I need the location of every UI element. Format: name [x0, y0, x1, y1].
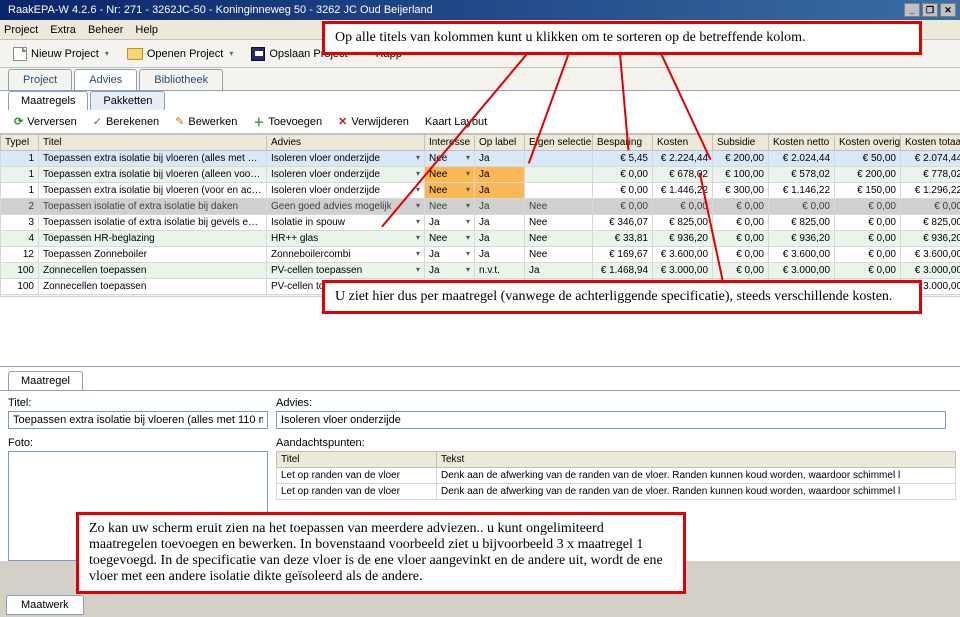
column-header[interactable]: Advies: [267, 135, 425, 151]
refresh-icon: ⟳: [14, 115, 23, 128]
tab-pakketten[interactable]: Pakketten: [90, 91, 165, 110]
table-row[interactable]: 1 Toepassen extra isolatie bij vloeren (…: [1, 167, 960, 183]
minimize-button[interactable]: _: [904, 3, 920, 17]
add-icon: ＋: [253, 114, 264, 130]
menu-project[interactable]: Project: [4, 24, 38, 36]
table-row[interactable]: 4 Toepassen HR-beglazing HR++ glas Nee J…: [1, 231, 960, 247]
column-header[interactable]: Tekst: [437, 452, 956, 468]
toevoegen-button[interactable]: ＋Toevoegen: [247, 112, 328, 132]
menu-help[interactable]: Help: [135, 24, 158, 36]
table-row[interactable]: Let op randen van de vloerDenk aan de af…: [277, 468, 956, 484]
close-button[interactable]: ✕: [940, 3, 956, 17]
column-header[interactable]: Subsidie: [713, 135, 769, 151]
advies-input[interactable]: [276, 411, 946, 429]
table-row[interactable]: 1 Toepassen extra isolatie bij vloeren (…: [1, 183, 960, 199]
menu-beheer[interactable]: Beheer: [88, 24, 123, 36]
calc-icon: ✓: [93, 115, 102, 128]
window-title: RaakEPA-W 4.2.6 - Nr: 271 - 3262JC-50 - …: [4, 4, 902, 16]
advies-label: Advies:: [276, 397, 956, 409]
column-header[interactable]: Op label: [475, 135, 525, 151]
berekenen-button[interactable]: ✓Berekenen: [87, 113, 165, 130]
save-icon: [251, 47, 265, 61]
kaart-layout-button[interactable]: Kaart Layout: [419, 114, 493, 130]
foto-label: Foto:: [8, 437, 268, 449]
main-tabs: Project Advies Bibliotheek: [0, 68, 960, 90]
tab-advies[interactable]: Advies: [74, 69, 137, 90]
tab-maatwerk[interactable]: Maatwerk: [6, 595, 84, 615]
edit-icon: ✎: [175, 115, 184, 128]
aandacht-table[interactable]: TitelTekstLet op randen van de vloerDenk…: [276, 451, 956, 500]
table-row[interactable]: 12 Toepassen Zonneboiler Zonneboilercomb…: [1, 247, 960, 263]
tab-bibliotheek[interactable]: Bibliotheek: [139, 69, 223, 90]
table-row[interactable]: Let op randen van de vloerDenk aan de af…: [277, 484, 956, 500]
table-row[interactable]: 1 Toepassen extra isolatie bij vloeren (…: [1, 151, 960, 167]
new-project-button[interactable]: Nieuw Project▾: [6, 44, 116, 64]
column-header[interactable]: Titel: [277, 452, 437, 468]
new-icon: [13, 47, 27, 61]
callout-2: U ziet hier dus per maatregel (vanwege d…: [322, 280, 922, 314]
table-row[interactable]: 2 Toepassen isolatie of extra isolatie b…: [1, 199, 960, 215]
column-header[interactable]: Kosten overig: [835, 135, 901, 151]
open-project-button[interactable]: Openen Project▾: [120, 45, 240, 63]
titel-label: Titel:: [8, 397, 268, 409]
delete-icon: ✕: [338, 115, 347, 128]
restore-button[interactable]: ❐: [922, 3, 938, 17]
tab-maatregels[interactable]: Maatregels: [8, 91, 88, 110]
column-header[interactable]: Kosten totaal: [901, 135, 960, 151]
column-header[interactable]: Titel: [39, 135, 267, 151]
verversen-button[interactable]: ⟳Verversen: [8, 113, 83, 130]
column-header[interactable]: Interesse: [425, 135, 475, 151]
tab-project[interactable]: Project: [8, 69, 72, 90]
verwijderen-button[interactable]: ✕Verwijderen: [332, 113, 415, 130]
window-titlebar: RaakEPA-W 4.2.6 - Nr: 271 - 3262JC-50 - …: [0, 0, 960, 20]
column-header[interactable]: TypeI: [1, 135, 39, 151]
menu-extra[interactable]: Extra: [50, 24, 76, 36]
bewerken-button[interactable]: ✎Bewerken: [169, 113, 243, 130]
open-icon: [127, 48, 143, 60]
callout-1: Op alle titels van kolommen kunt u klikk…: [322, 21, 922, 55]
table-row[interactable]: 100 Zonnecellen toepassen PV-cellen toep…: [1, 263, 960, 279]
aandacht-label: Aandachtspunten:: [276, 437, 956, 449]
titel-input[interactable]: [8, 411, 268, 429]
grid-toolbar: ⟳Verversen ✓Berekenen ✎Bewerken ＋Toevoeg…: [0, 110, 960, 134]
table-row[interactable]: 3 Toepassen isolatie of extra isolatie b…: [1, 215, 960, 231]
detail-tab-maatregel[interactable]: Maatregel: [8, 371, 83, 390]
column-header[interactable]: Besparing: [593, 135, 653, 151]
column-header[interactable]: Kosten netto: [769, 135, 835, 151]
maatregels-grid[interactable]: TypeITitelAdviesInteresseOp labelEigen s…: [0, 134, 960, 296]
callout-3: Zo kan uw scherm eruit zien na het toepa…: [76, 512, 686, 594]
